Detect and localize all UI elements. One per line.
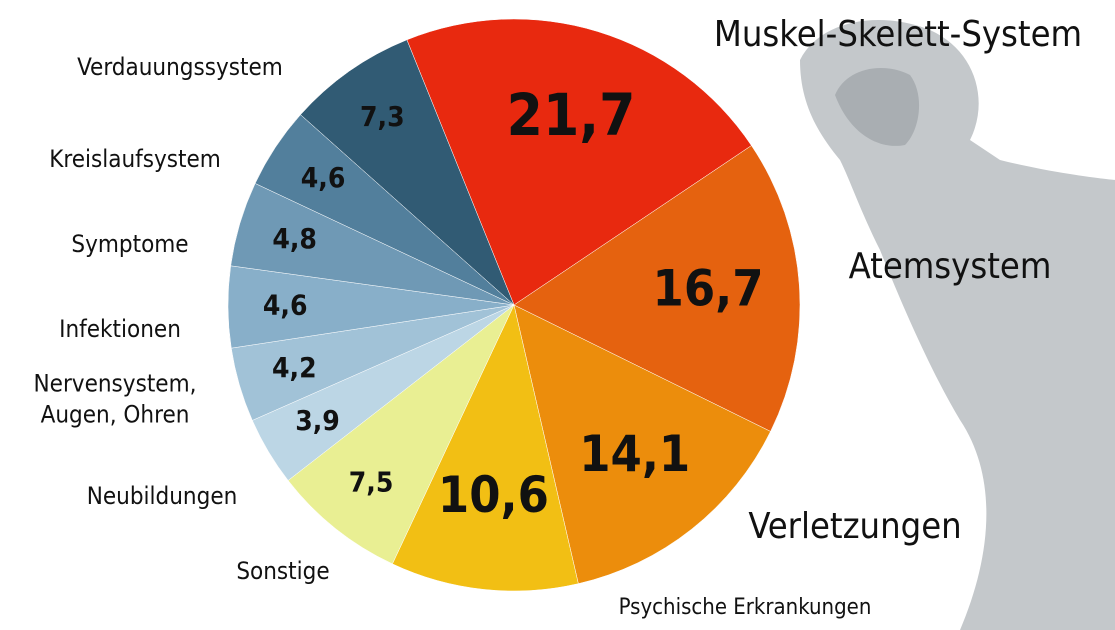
value-label: 4,6 <box>263 289 308 322</box>
category-label: Verletzungen <box>748 506 961 547</box>
pie <box>227 18 801 592</box>
background-figure <box>800 20 1115 630</box>
category-label: Nervensystem, Augen, Ohren <box>34 369 197 428</box>
value-label: 4,8 <box>272 222 317 255</box>
category-label: Atemsystem <box>849 246 1052 287</box>
category-label: Infektionen <box>59 315 181 343</box>
value-label: 4,2 <box>272 351 317 384</box>
category-label: Muskel-Skelett-System <box>714 14 1082 55</box>
value-label: 7,5 <box>349 466 394 499</box>
pie-slice <box>392 304 579 592</box>
category-label: Sonstige <box>236 557 329 585</box>
value-label: 16,7 <box>653 260 764 318</box>
pie-slice <box>406 18 752 306</box>
category-label: Verdauungssystem <box>77 53 283 81</box>
category-label: Symptome <box>71 230 188 258</box>
pie-slice <box>513 304 771 584</box>
value-label: 4,6 <box>301 161 346 194</box>
value-label: 14,1 <box>579 425 690 483</box>
value-label: 3,9 <box>295 404 340 437</box>
pie-slice <box>513 145 801 432</box>
pie-slice <box>300 39 515 306</box>
category-label: Psychische Erkrankungen <box>619 595 872 620</box>
pie-slice <box>287 304 515 565</box>
value-label: 21,7 <box>507 81 636 149</box>
labels: 21,7 Muskel-Skelett-System 16,7 Atemsystem 1… <box>34 14 1083 620</box>
value-label: 7,3 <box>360 100 405 133</box>
category-label: Neubildungen <box>87 482 238 510</box>
category-label: Kreislaufsystem <box>49 145 221 173</box>
value-label: 10,6 <box>438 466 549 524</box>
